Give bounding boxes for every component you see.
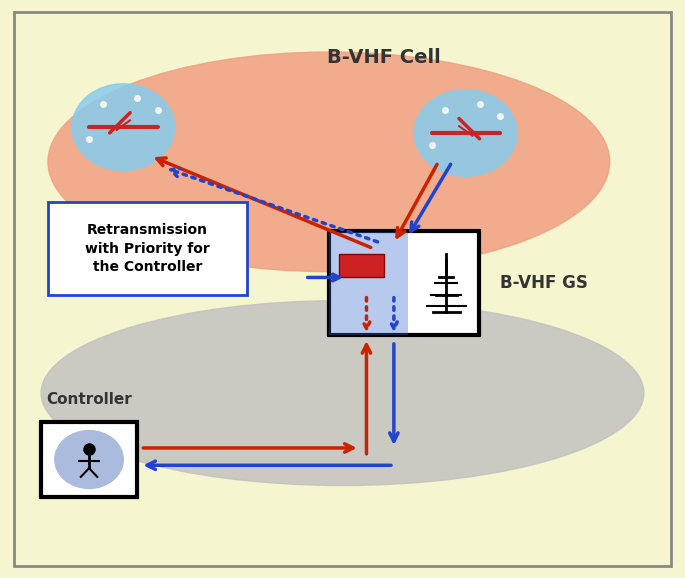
FancyBboxPatch shape [41, 422, 137, 497]
Text: Controller: Controller [46, 392, 132, 407]
FancyBboxPatch shape [14, 12, 671, 566]
Ellipse shape [41, 301, 644, 486]
Circle shape [55, 431, 123, 488]
Circle shape [414, 90, 517, 176]
FancyBboxPatch shape [329, 232, 408, 335]
Circle shape [72, 84, 175, 171]
Text: B-VHF GS: B-VHF GS [500, 274, 588, 292]
Text: Retransmission
with Priority for
the Controller: Retransmission with Priority for the Con… [85, 223, 210, 274]
FancyBboxPatch shape [339, 254, 384, 277]
FancyBboxPatch shape [329, 231, 480, 335]
Ellipse shape [48, 52, 610, 272]
FancyBboxPatch shape [48, 202, 247, 295]
Text: B-VHF Cell: B-VHF Cell [327, 49, 440, 67]
